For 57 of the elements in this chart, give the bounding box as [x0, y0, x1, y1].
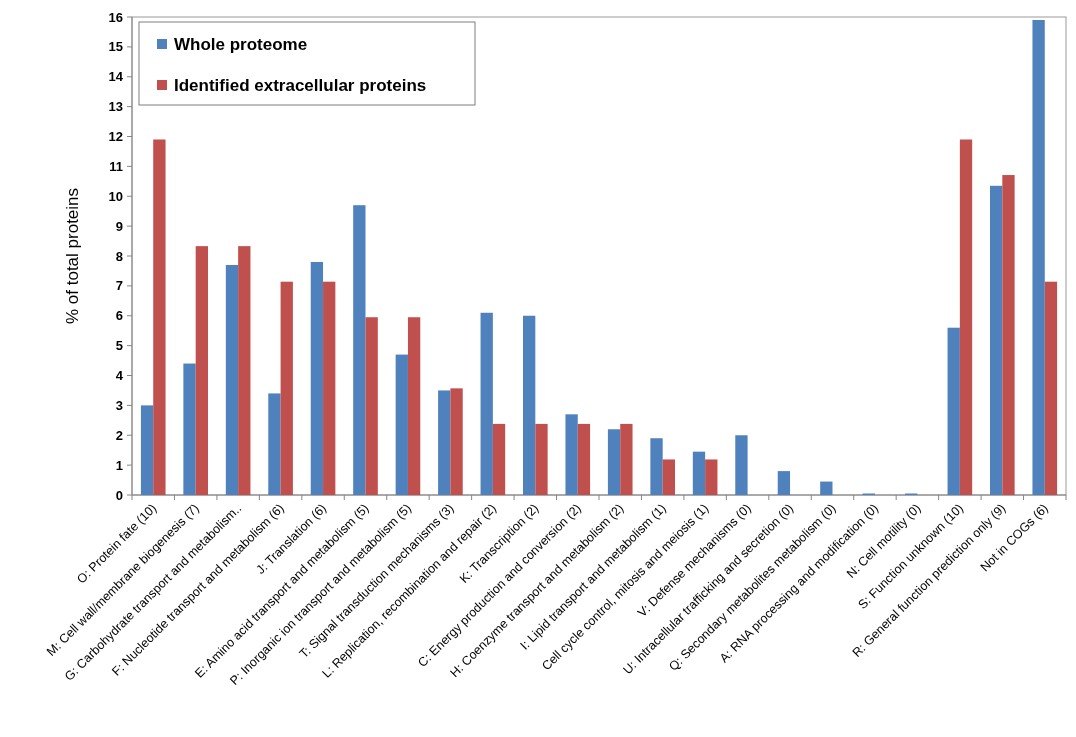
bar — [268, 393, 281, 495]
y-tick-label: 15 — [108, 39, 123, 55]
bar — [1002, 175, 1015, 495]
bar — [662, 459, 675, 495]
bar — [947, 327, 960, 495]
y-tick-label: 9 — [115, 218, 123, 234]
y-tick-label: 12 — [108, 129, 123, 145]
y-tick-label: 2 — [115, 427, 123, 443]
bar — [450, 388, 463, 495]
bar — [195, 246, 208, 495]
bar — [395, 354, 408, 495]
y-tick-label: 11 — [109, 158, 123, 174]
y-tick-label: 16 — [108, 9, 123, 25]
y-tick-label: 10 — [108, 188, 123, 204]
y-tick-label: 3 — [115, 397, 123, 413]
y-tick-label: 14 — [108, 69, 124, 85]
bar — [620, 423, 633, 495]
bar — [407, 317, 421, 495]
bar — [959, 139, 973, 495]
bar — [140, 405, 154, 495]
bar — [438, 390, 451, 495]
bar — [323, 281, 336, 495]
bar — [705, 459, 718, 495]
bar — [280, 281, 293, 495]
y-tick-label: 5 — [115, 338, 123, 354]
bar — [577, 423, 591, 495]
bar — [990, 185, 1003, 495]
y-tick-label: 7 — [115, 278, 123, 294]
bar — [565, 414, 578, 495]
legend-label: Identified extracellular proteins — [174, 75, 427, 95]
y-axis-title: % of total proteins — [63, 187, 82, 325]
bar — [1044, 281, 1058, 495]
y-tick-label: 13 — [108, 99, 123, 115]
y-tick-label: 4 — [115, 368, 124, 384]
bar — [535, 423, 548, 495]
bar — [353, 205, 366, 495]
bar — [1032, 19, 1045, 495]
y-tick-label: 1 — [115, 457, 123, 473]
bar — [183, 363, 196, 495]
bar — [310, 261, 324, 495]
legend-label: Whole proteome — [174, 34, 308, 54]
bar — [238, 246, 251, 495]
bar — [820, 481, 833, 495]
bar — [777, 471, 791, 495]
y-tick-label: 0 — [115, 487, 123, 503]
bar — [692, 451, 706, 495]
bar — [523, 315, 536, 495]
bar — [225, 264, 239, 495]
bar — [607, 429, 621, 495]
bar — [480, 312, 493, 495]
y-tick-label: 8 — [115, 248, 123, 264]
bar — [492, 423, 506, 495]
bar — [735, 435, 748, 495]
bar — [153, 139, 166, 495]
bar — [650, 438, 663, 495]
y-tick-label: 6 — [115, 308, 123, 324]
bar — [365, 317, 378, 495]
